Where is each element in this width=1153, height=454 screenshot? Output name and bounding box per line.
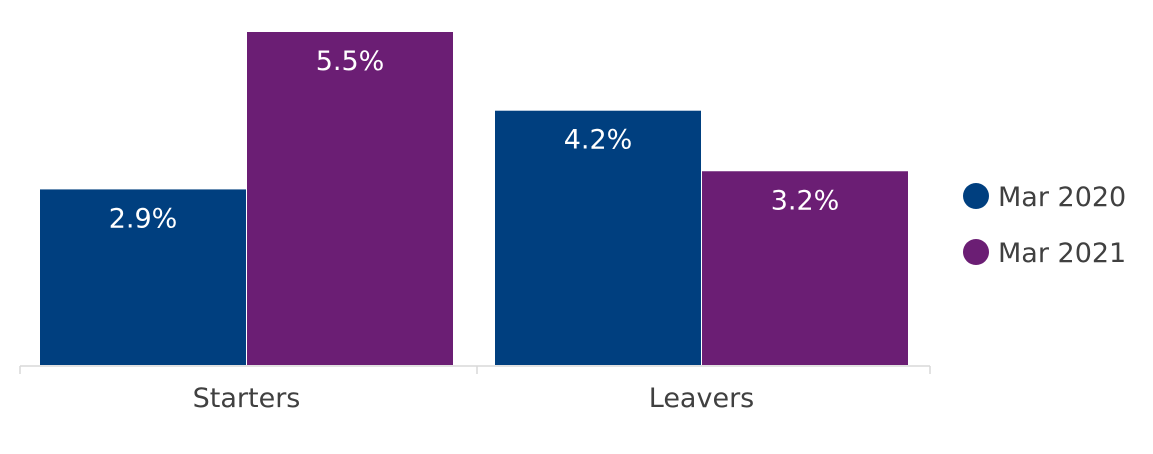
legend-marker-mar-2020 xyxy=(963,183,989,209)
legend-label-mar-2020: Mar 2020 xyxy=(998,182,1126,213)
bar-leavers-mar-2020 xyxy=(495,110,701,365)
bar-starters-mar-2021 xyxy=(247,32,453,365)
legend-marker-mar-2021 xyxy=(963,239,989,265)
bar-labels-group: 2.9% 5.5% 4.2% 3.2% xyxy=(109,46,840,234)
data-label-leavers-mar-2020: 4.2% xyxy=(564,125,633,156)
legend: Mar 2020 Mar 2021 xyxy=(963,182,1126,269)
bar-starters-mar-2020 xyxy=(40,189,246,365)
category-label-starters: Starters xyxy=(193,383,301,414)
legend-item-mar-2021: Mar 2021 xyxy=(963,238,1126,269)
x-axis: Starters Leavers xyxy=(19,365,931,414)
data-label-starters-mar-2020: 2.9% xyxy=(109,203,178,234)
bar-leavers-mar-2021 xyxy=(702,171,908,365)
legend-label-mar-2021: Mar 2021 xyxy=(998,238,1126,269)
data-label-starters-mar-2021: 5.5% xyxy=(316,46,385,77)
bars-group xyxy=(40,32,908,365)
data-label-leavers-mar-2021: 3.2% xyxy=(771,185,840,216)
legend-item-mar-2020: Mar 2020 xyxy=(963,182,1126,213)
category-label-leavers: Leavers xyxy=(649,383,754,414)
